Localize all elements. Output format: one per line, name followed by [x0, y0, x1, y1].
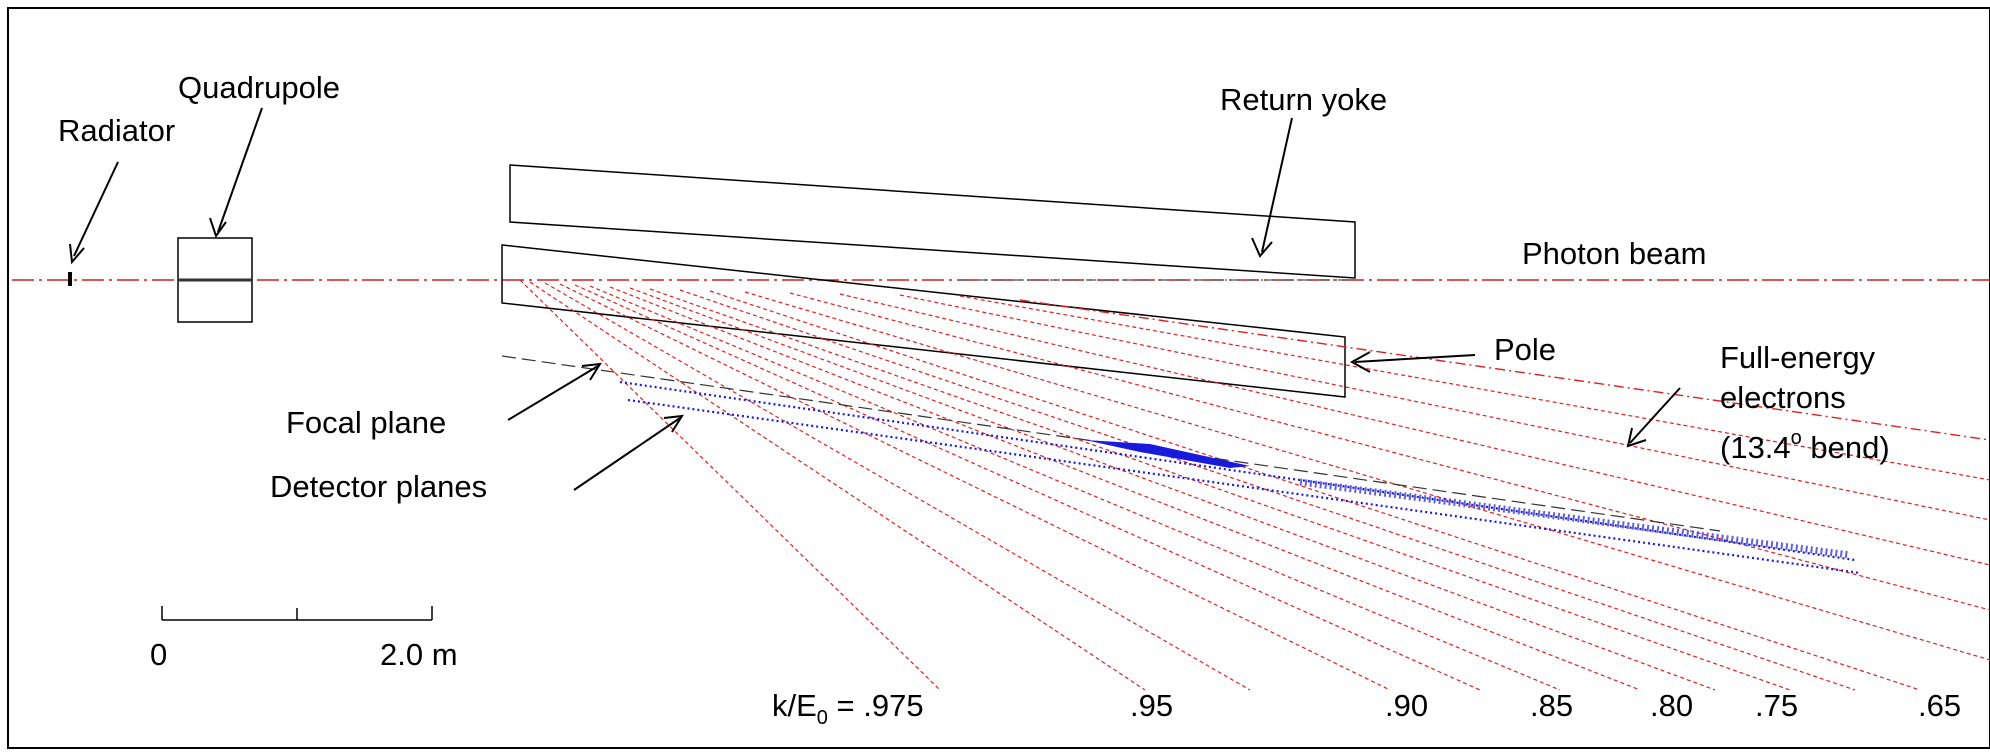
electron-trajectories	[519, 279, 1990, 691]
electron-trajectory	[959, 295, 1990, 481]
arrow-pole	[1354, 354, 1476, 363]
energy-tick-0: .975	[863, 688, 923, 723]
scale-label-start: 0	[150, 637, 167, 672]
label-full-energy-2: electrons	[1720, 380, 1846, 415]
energy-axis-eq: =	[828, 688, 863, 723]
electron-trajectory	[574, 284, 1481, 691]
electron-trajectory	[899, 294, 1990, 521]
electron-trajectory	[709, 290, 1921, 691]
arrowhead-detector-planes	[663, 414, 684, 433]
detector-plane-2	[627, 398, 1861, 575]
label-full-energy-3-pre: (13.4	[1720, 430, 1791, 465]
energy-tick-4: .80	[1650, 688, 1693, 723]
arrow-return-yoke	[1261, 117, 1293, 253]
callout-arrows	[69, 107, 1681, 491]
label-full-energy-1: Full-energy	[1720, 340, 1876, 375]
scale-bar	[161, 606, 433, 621]
label-pole: Pole	[1494, 332, 1556, 367]
electron-trajectory	[559, 283, 1391, 691]
arrow-radiator	[73, 161, 119, 257]
energy-tick-3: .85	[1530, 688, 1573, 723]
arrow-detector-planes	[573, 417, 681, 491]
energy-tick-2: .90	[1385, 688, 1428, 723]
arrowhead-pole	[1349, 351, 1371, 373]
electron-trajectory	[649, 288, 1791, 691]
energy-axis-prefix: k/E0 = .975	[772, 688, 924, 729]
label-degree: o	[1791, 427, 1802, 449]
electron-trajectory	[679, 289, 1856, 691]
return-yoke-box	[509, 164, 1356, 279]
energy-axis-sub: 0	[817, 707, 828, 729]
detector-plane-1	[619, 380, 1856, 562]
electron-trajectory	[609, 286, 1641, 691]
arrowhead-focal-plane	[581, 362, 602, 381]
electron-trajectory	[789, 292, 1990, 611]
electron-trajectory	[544, 282, 1251, 691]
label-photon-beam: Photon beam	[1522, 236, 1706, 271]
arrowhead-full-energy	[1626, 427, 1647, 448]
detector-cluster	[1085, 440, 1250, 468]
arrow-focal-plane	[507, 365, 599, 421]
label-full-energy-3-post: bend)	[1802, 430, 1890, 465]
arrowhead-quadrupole	[209, 217, 227, 239]
label-radiator: Radiator	[58, 113, 175, 148]
label-full-energy-3: (13.4o bend)	[1720, 427, 1890, 465]
arrow-quadrupole	[217, 107, 263, 233]
arrowhead-radiator	[69, 243, 85, 265]
label-focal-plane: Focal plane	[286, 405, 446, 440]
arrowhead-return-yoke	[1251, 237, 1273, 258]
label-detector-planes: Detector planes	[270, 469, 487, 504]
focal-plane-line	[501, 355, 1721, 532]
energy-tick-5: .75	[1755, 688, 1798, 723]
electron-trajectory	[744, 291, 1990, 661]
diagram-frame	[7, 7, 1990, 749]
energy-tick-1: .95	[1130, 688, 1173, 723]
full-energy-trajectory	[1019, 299, 1990, 441]
label-return-yoke: Return yoke	[1220, 82, 1387, 117]
electron-trajectory	[529, 281, 1146, 691]
electron-trajectory	[839, 293, 1990, 566]
scale-label-end: 2.0 m	[380, 637, 458, 672]
arrow-full-energy	[1629, 387, 1681, 444]
electron-trajectory	[589, 285, 1561, 691]
electron-trajectory	[629, 287, 1716, 691]
energy-tick-labels: .95 .90 .85 .80 .75 .65	[1130, 688, 1961, 723]
energy-axis-k: k/E	[772, 688, 817, 723]
energy-tick-6: .65	[1918, 688, 1961, 723]
label-quadrupole: Quadrupole	[178, 70, 340, 105]
